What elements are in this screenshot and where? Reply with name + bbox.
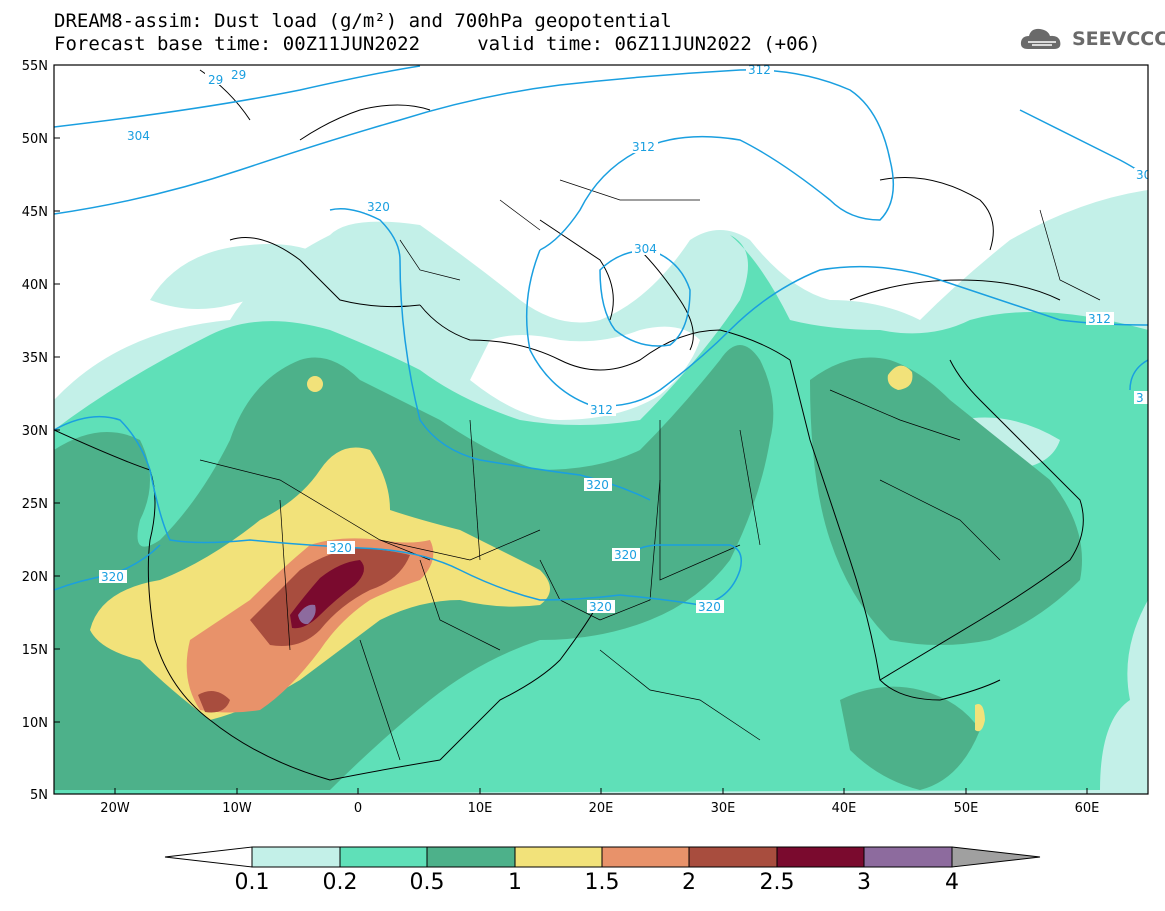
chart-title-line2: Forecast base time: 00Z11JUN2022 valid t… [54,33,821,55]
contour-label-312-iran: 312 [1088,312,1111,326]
lon-label: 10E [468,801,493,816]
colorbar-bin [251,846,341,868]
colorbar-bin [339,846,428,868]
colorbar-tick-label: 3 [857,870,871,895]
lon-label: 30E [711,801,736,816]
contour-label-29a: 29 [208,73,223,87]
colorbar-tick-label: 2.5 [759,870,795,895]
lat-label: 20N [22,570,48,585]
contour-label-312-top: 312 [748,63,771,77]
lat-label: 30N [22,424,48,439]
dust-2-guinea [198,691,230,713]
lat-label: 40N [22,278,48,293]
colorbar-tick-label: 2 [682,870,696,895]
lon-label: 40E [832,801,857,816]
lon-label: 60E [1075,801,1100,816]
lon-label: 10W [222,801,252,816]
contour-label-320-chad: 320 [589,600,612,614]
colorbar-bin [426,846,516,868]
contour-label-320-mali: 320 [329,541,352,555]
colorbar-high-arrow [951,846,1041,868]
chart-title-line1: DREAM8-assim: Dust load (g/m²) and 700hP… [54,10,672,32]
colorbar-tick-label: 0.1 [234,870,270,895]
latitude-ticks [54,137,60,723]
colorbar-bin [601,846,690,868]
colorbar-bin [863,846,953,868]
contour-label-320-west: 320 [101,570,124,584]
dust-1-iraq [887,365,913,390]
colorbar [164,846,1041,868]
lat-label: 45N [22,205,48,220]
contour-label-320-ethiopia: 320 [698,600,721,614]
longitude-axis: 20W 10W 0 10E 20E 30E 40E 50E 60E [100,801,1099,816]
dust-1-somalia [975,704,985,732]
lat-label: 25N [22,497,48,512]
latitude-axis: 55N 50N 45N 40N 35N 30N 25N 20N 15N 10N … [22,59,48,803]
contour-label-320-sudan: 320 [614,548,637,562]
logo-text: SEEVCCC [1072,28,1165,50]
colorbar-low-arrow [164,846,253,868]
contour-label-312-med: 312 [590,403,613,417]
lon-label: 20W [100,801,130,816]
contour-labels: 29 29 304 312 312 320 304 312 312 30 3 3… [99,63,1151,614]
colorbar-bin [688,846,778,868]
colorbar-tick-label: 1 [508,870,522,895]
dust-0-5-arabia [810,357,1082,645]
contour-label-312-balkans: 312 [632,140,655,154]
cloud-icon [1020,28,1061,49]
contour-label-304-greece: 304 [634,242,657,256]
contour-label-3-east: 3 [1136,391,1144,405]
contour-label-320-spain: 320 [367,200,390,214]
colorbar-tick-label: 0.5 [409,870,445,895]
contour-label-304-west: 304 [127,129,150,143]
dust-0-5-horn [840,686,980,790]
colorbar-bin [514,846,603,868]
mediterranean-clear [470,326,700,420]
contour-label-30-east: 30 [1136,168,1151,182]
lon-label: 0 [354,801,362,816]
lat-label: 50N [22,132,48,147]
colorbar-bin [776,846,865,868]
contour-label-320-libya: 320 [586,478,609,492]
lat-label: 55N [22,59,48,74]
seevccc-logo: SEEVCCC [1018,24,1165,54]
dust-0-1-patch-west [150,244,330,309]
lat-label: 5N [30,788,48,803]
lon-label: 20E [589,801,614,816]
lat-label: 10N [22,716,48,731]
longitude-ticks [114,788,1088,794]
contour-label-29b: 29 [231,68,246,82]
lat-label: 15N [22,643,48,658]
lat-label: 35N [22,351,48,366]
dust-3-region [298,604,316,625]
lon-label: 50E [954,801,979,816]
colorbar-tick-label: 4 [945,870,959,895]
country-borders [199,179,1101,761]
colorbar-tick-label: 1.5 [584,870,620,895]
colorbar-tick-label: 0.2 [322,870,358,895]
